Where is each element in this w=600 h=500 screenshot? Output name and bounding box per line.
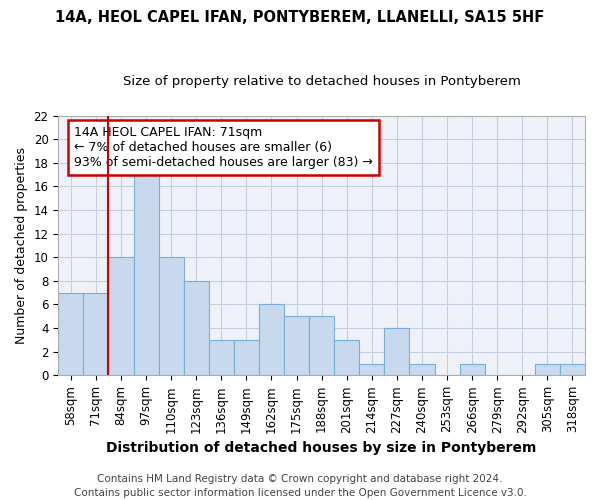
Bar (460, 364, 485, 376)
Bar (234, 340, 259, 376)
Bar (409, 364, 434, 376)
Text: 14A HEOL CAPEL IFAN: 71sqm
← 7% of detached houses are smaller (6)
93% of semi-d: 14A HEOL CAPEL IFAN: 71sqm ← 7% of detac… (74, 126, 373, 169)
Bar (259, 304, 284, 376)
Bar (134, 163, 158, 376)
Bar (58, 292, 83, 376)
Bar (158, 257, 184, 376)
Bar (109, 257, 134, 376)
Bar (385, 328, 409, 376)
Bar (184, 281, 209, 376)
Bar (359, 364, 385, 376)
Bar (83, 292, 109, 376)
Title: Size of property relative to detached houses in Pontyberem: Size of property relative to detached ho… (123, 75, 521, 88)
Bar (535, 364, 560, 376)
Bar (309, 316, 334, 376)
Bar (334, 340, 359, 376)
Y-axis label: Number of detached properties: Number of detached properties (15, 147, 28, 344)
X-axis label: Distribution of detached houses by size in Pontyberem: Distribution of detached houses by size … (106, 441, 537, 455)
Bar (209, 340, 234, 376)
Text: Contains HM Land Registry data © Crown copyright and database right 2024.
Contai: Contains HM Land Registry data © Crown c… (74, 474, 526, 498)
Bar (284, 316, 309, 376)
Text: 14A, HEOL CAPEL IFAN, PONTYBEREM, LLANELLI, SA15 5HF: 14A, HEOL CAPEL IFAN, PONTYBEREM, LLANEL… (55, 10, 545, 25)
Bar (560, 364, 585, 376)
